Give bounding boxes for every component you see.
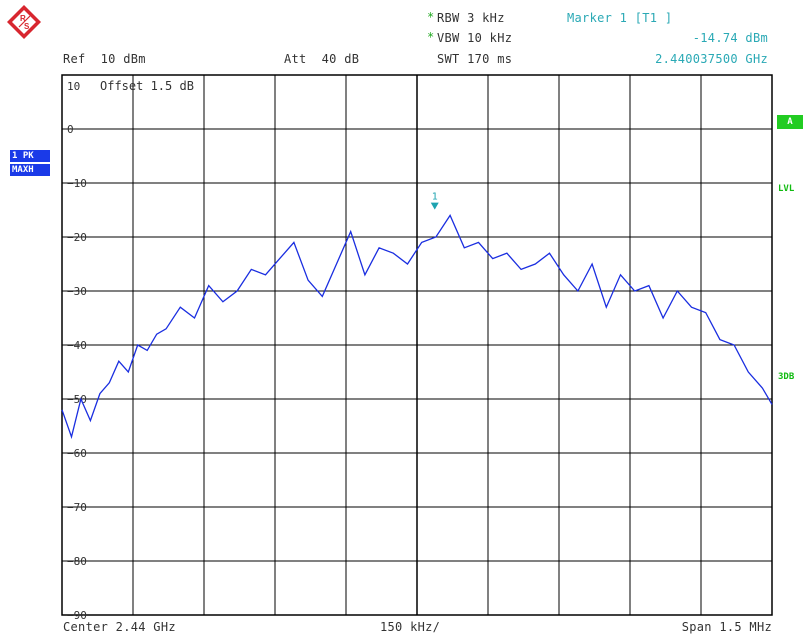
y-tick-label: −70 [67, 501, 87, 514]
rbw-star: * [427, 10, 435, 24]
rohde-schwarz-logo: R S [7, 5, 41, 39]
offset-label: Offset 1.5 dB [100, 79, 194, 93]
svg-text:S: S [24, 22, 30, 31]
lvl-indicator: LVL [778, 184, 795, 194]
trace-mode-badge: MAXH [10, 164, 50, 176]
trace-detector-badge: 1 PK [10, 150, 50, 162]
span-label: Span 1.5 MHz [681, 620, 772, 634]
marker-frequency: 2.440037500 GHz [655, 52, 768, 66]
marker-title: Marker 1 [T1 ] [567, 11, 673, 25]
y-tick-label: −10 [67, 177, 87, 190]
y-tick-label: 0 [67, 123, 74, 136]
marker-level: -14.74 dBm [692, 31, 768, 45]
ref-level-label: Ref 10 dBm [63, 52, 146, 66]
attenuation-label: Att 40 dB [284, 52, 360, 66]
rbw-label: RBW 3 kHz [437, 11, 505, 25]
grid [61, 74, 773, 616]
y-tick-label: −80 [67, 555, 87, 568]
svg-text:R: R [20, 14, 26, 23]
y-tick-label: 10 [67, 80, 80, 93]
trace-line [61, 214, 773, 440]
vbw-star: * [427, 30, 435, 44]
marker-1: 1 [430, 192, 439, 210]
y-tick-labels: 10 0 −10 −20 −30 −40 −50 −60 −70 −80 −90 [67, 80, 87, 622]
y-tick-label: −60 [67, 447, 87, 460]
a-badge: A [777, 115, 803, 129]
sweep-time-label: SWT 170 ms [437, 52, 513, 66]
3db-indicator: 3DB [778, 372, 795, 382]
center-frequency-label: Center 2.44 GHz [63, 620, 176, 634]
y-tick-label: −20 [67, 231, 87, 244]
vbw-label: VBW 10 kHz [437, 31, 513, 45]
span-per-division-label: 150 kHz/ [380, 620, 441, 634]
y-tick-label: −50 [67, 393, 87, 406]
marker-triangle [430, 202, 439, 210]
y-tick-label: −40 [67, 339, 87, 352]
y-tick-label: −30 [67, 285, 87, 298]
y-tick-label: −90 [67, 609, 87, 622]
marker-number-label: 1 [432, 192, 438, 203]
